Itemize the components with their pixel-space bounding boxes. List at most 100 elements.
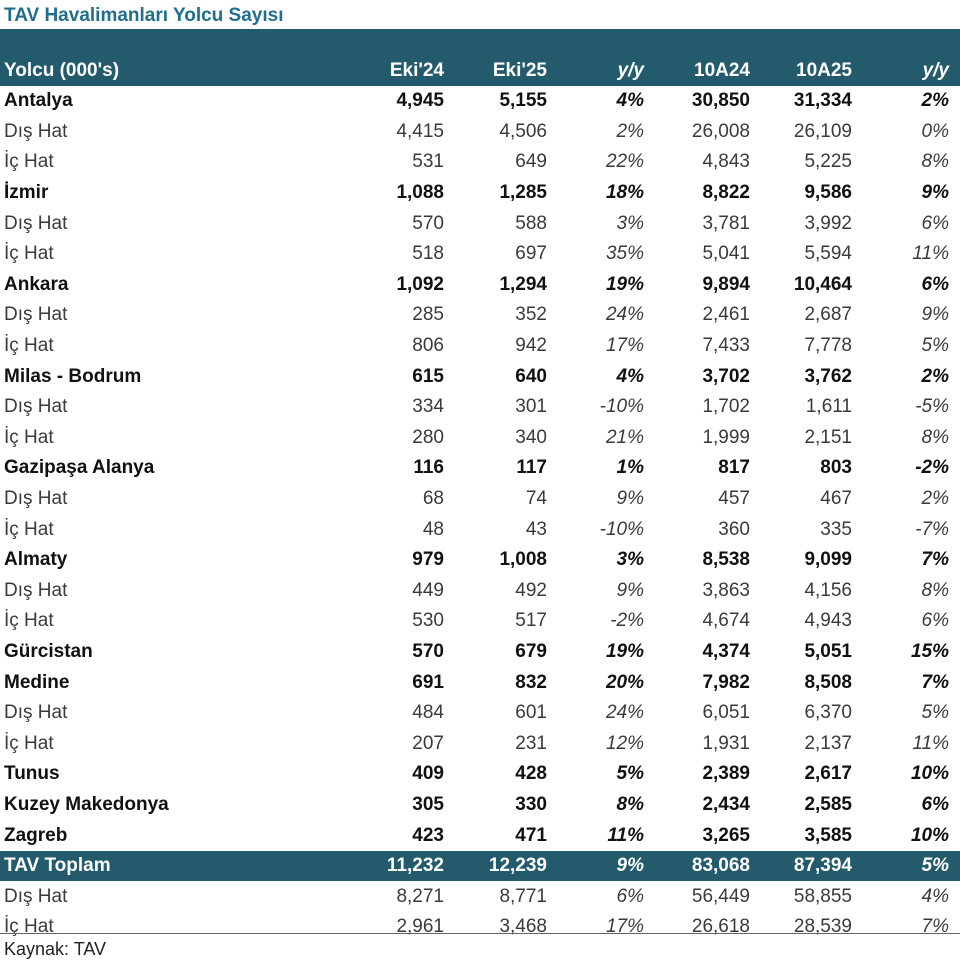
row-label: Zagreb xyxy=(4,824,68,846)
table-row: Zagreb 423 471 11% 3,265 3,585 10% xyxy=(0,820,960,851)
cell-10a25: 2,687 xyxy=(804,304,852,326)
row-label: Dış Hat xyxy=(4,579,68,601)
cell-yy-monthly: 8% xyxy=(616,793,644,815)
cell-yy-monthly: 9% xyxy=(616,488,644,510)
cell-yy-monthly: 20% xyxy=(605,671,644,693)
cell-yy-ytd: 5% xyxy=(921,335,949,357)
cell-10a25: 335 xyxy=(820,518,852,540)
row-label: Gürcistan xyxy=(4,640,93,662)
row-label: Dış Hat xyxy=(4,702,68,724)
cell-eki25: 1,294 xyxy=(499,273,547,295)
table-row: Almaty 979 1,008 3% 8,538 9,099 7% xyxy=(0,545,960,576)
cell-eki24: 207 xyxy=(412,732,444,754)
cell-eki25: 231 xyxy=(515,732,547,754)
cell-yy-ytd: 11% xyxy=(912,732,949,754)
cell-eki24: 615 xyxy=(412,365,444,387)
cell-yy-ytd: 7% xyxy=(921,671,949,693)
cell-eki25: 697 xyxy=(515,243,547,265)
cell-eki24: 1,088 xyxy=(396,182,444,204)
cell-10a24: 2,461 xyxy=(702,304,750,326)
row-label: Milas - Bodrum xyxy=(4,365,142,387)
header-yy-ytd: y/y xyxy=(922,60,949,81)
cell-yy-ytd: 8% xyxy=(921,151,949,173)
cell-10a24: 83,068 xyxy=(691,855,750,877)
cell-10a25: 803 xyxy=(820,457,852,479)
cell-10a25: 1,611 xyxy=(805,396,852,418)
row-label: Antalya xyxy=(4,90,73,112)
cell-eki25: 942 xyxy=(515,335,547,357)
cell-yy-ytd: 5% xyxy=(921,702,949,724)
cell-10a25: 2,585 xyxy=(804,793,852,815)
cell-eki25: 301 xyxy=(515,396,547,418)
cell-eki25: 428 xyxy=(515,763,547,785)
cell-yy-monthly: -10% xyxy=(599,396,644,418)
cell-yy-monthly: 9% xyxy=(616,579,644,601)
cell-10a24: 8,822 xyxy=(702,182,750,204)
table-row: Dış Hat 570 588 3% 3,781 3,992 6% xyxy=(0,208,960,239)
cell-10a24: 6,051 xyxy=(702,702,750,724)
cell-eki25: 340 xyxy=(515,426,547,448)
row-label: Dış Hat xyxy=(4,212,68,234)
row-label: Dış Hat xyxy=(4,488,68,510)
table-row: İç Hat 518 697 35% 5,041 5,594 11% xyxy=(0,239,960,270)
cell-10a25: 6,370 xyxy=(804,702,852,724)
cell-yy-monthly: 17% xyxy=(605,335,644,357)
cell-yy-ytd: 2% xyxy=(921,90,949,112)
row-label: TAV Toplam xyxy=(4,855,111,877)
table-row: Dış Hat 285 352 24% 2,461 2,687 9% xyxy=(0,300,960,331)
cell-eki24: 691 xyxy=(412,671,444,693)
cell-10a24: 7,433 xyxy=(702,335,750,357)
cell-yy-ytd: 6% xyxy=(921,212,949,234)
cell-yy-monthly: 4% xyxy=(616,90,644,112)
row-label: İç Hat xyxy=(4,732,54,754)
cell-10a25: 58,855 xyxy=(793,885,852,907)
table-row: İç Hat 280 340 21% 1,999 2,151 8% xyxy=(0,423,960,454)
cell-yy-monthly: 19% xyxy=(605,640,644,662)
table-row: Gürcistan 570 679 19% 4,374 5,051 15% xyxy=(0,637,960,668)
cell-yy-ytd: 0% xyxy=(921,120,949,142)
cell-yy-monthly: 3% xyxy=(616,549,644,571)
row-label: Kuzey Makedonya xyxy=(4,793,169,815)
row-label: Almaty xyxy=(4,549,68,571)
cell-eki25: 5,155 xyxy=(499,90,547,112)
cell-eki25: 1,285 xyxy=(499,182,547,204)
header-eki25: Eki'25 xyxy=(492,60,547,81)
row-label: İç Hat xyxy=(4,151,54,173)
cell-eki25: 1,008 xyxy=(499,549,547,571)
total-row: TAV Toplam 11,232 12,239 9% 83,068 87,394 5% xyxy=(0,850,960,882)
cell-eki24: 1,092 xyxy=(396,273,444,295)
header-10a24: 10A24 xyxy=(694,60,750,81)
cell-yy-monthly: 21% xyxy=(605,426,644,448)
cell-eki25: 12,239 xyxy=(488,855,547,877)
table-row: İç Hat 207 231 12% 1,931 2,137 11% xyxy=(0,728,960,759)
cell-10a25: 5,051 xyxy=(804,640,852,662)
table-row: Dış Hat 68 74 9% 457 467 2% xyxy=(0,484,960,515)
cell-yy-ytd: -5% xyxy=(915,396,949,418)
cell-eki25: 588 xyxy=(515,212,547,234)
cell-yy-monthly: -10% xyxy=(599,518,644,540)
table-row: Gazipaşa Alanya 116 117 1% 817 803 -2% xyxy=(0,453,960,484)
table-row: Antalya 4,945 5,155 4% 30,850 31,334 2% xyxy=(0,86,960,117)
cell-yy-monthly: 19% xyxy=(605,273,644,295)
cell-yy-ytd: -2% xyxy=(915,457,949,479)
row-label: İzmir xyxy=(4,182,49,204)
table-row: Dış Hat 8,271 8,771 6% 56,449 58,855 4% xyxy=(0,881,960,912)
row-label: İç Hat xyxy=(4,610,54,632)
cell-eki24: 423 xyxy=(412,824,444,846)
cell-10a24: 1,931 xyxy=(702,732,750,754)
cell-eki25: 471 xyxy=(515,824,547,846)
row-label: Medine xyxy=(4,671,70,693)
cell-eki25: 649 xyxy=(515,151,547,173)
cell-10a25: 5,225 xyxy=(804,151,852,173)
cell-eki24: 570 xyxy=(412,640,444,662)
row-label: Dış Hat xyxy=(4,885,68,907)
cell-10a25: 3,585 xyxy=(804,824,852,846)
cell-10a24: 3,863 xyxy=(702,579,750,601)
cell-10a24: 457 xyxy=(718,488,750,510)
table-row: İç Hat 2,961 3,468 17% 26,618 28,539 7% xyxy=(0,912,960,943)
cell-10a24: 817 xyxy=(718,457,750,479)
cell-10a25: 9,099 xyxy=(804,549,852,571)
cell-eki24: 531 xyxy=(412,151,444,173)
table-row: Dış Hat 4,415 4,506 2% 26,008 26,109 0% xyxy=(0,117,960,148)
cell-eki24: 68 xyxy=(422,488,444,510)
